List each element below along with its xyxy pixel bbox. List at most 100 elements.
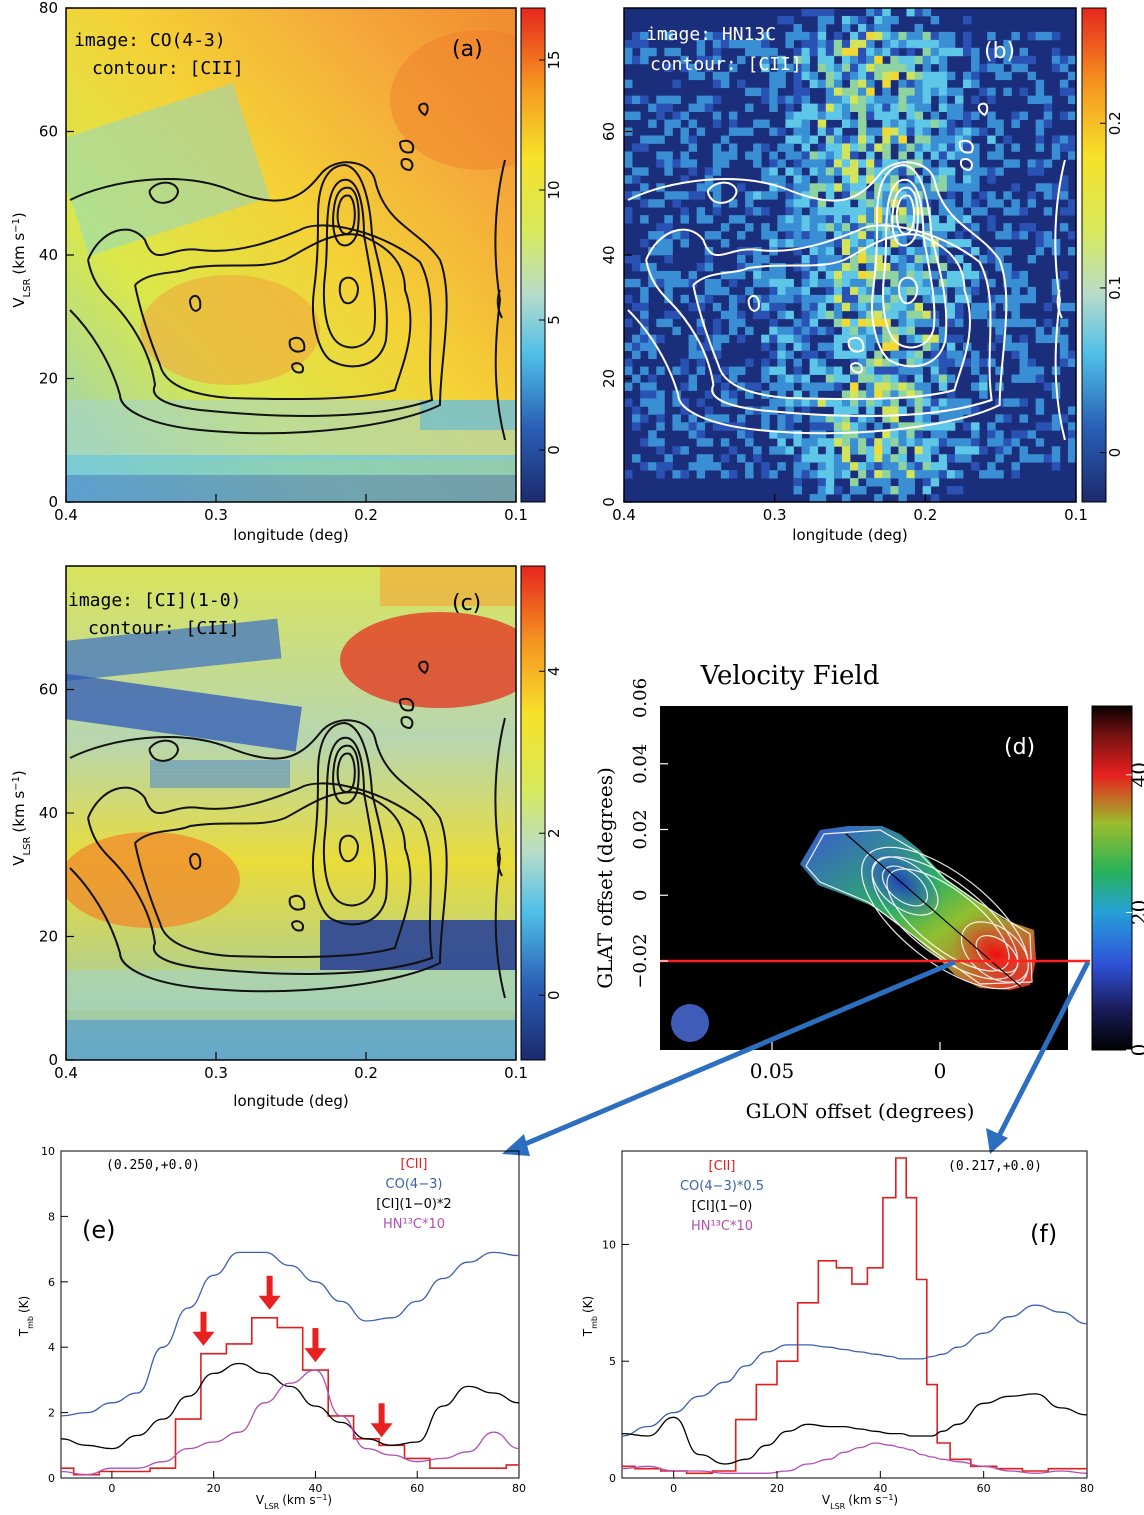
heatmap-pixel	[704, 255, 714, 264]
heatmap-pixel	[874, 8, 883, 17]
xtick-label: 0.2	[913, 506, 937, 524]
heatmap-pixel	[672, 231, 681, 240]
heatmap-pixel	[809, 223, 819, 232]
heatmap-pixel	[833, 71, 843, 81]
heatmap-pixel	[850, 87, 859, 97]
heatmap-pixel	[1035, 231, 1045, 240]
legend-entry: [CI](1−0)	[692, 1199, 753, 1214]
heatmap-pixel	[696, 366, 706, 375]
heatmap-pixel	[809, 47, 819, 57]
heatmap-pixel	[874, 454, 883, 463]
heatmap-pixel	[1003, 47, 1012, 57]
xtick-label: 0.4	[54, 1064, 78, 1082]
heatmap-pixel	[866, 207, 875, 216]
heatmap-pixel	[922, 135, 932, 144]
heatmap-pixel	[728, 127, 738, 136]
heatmap-pixel	[817, 255, 827, 264]
heatmap-pixel	[720, 239, 730, 248]
heatmap-pixel	[1035, 247, 1045, 256]
ytick-label: 60	[39, 681, 58, 699]
heatmap-pixel	[696, 462, 706, 471]
heatmap-pixel	[866, 71, 875, 81]
heatmap-pixel	[930, 470, 940, 479]
heatmap-pixel	[890, 454, 899, 463]
heatmap-pixel	[963, 422, 972, 431]
heatmap-pixel	[850, 342, 859, 352]
ytick-label: 40	[39, 246, 58, 264]
heatmap-pixel	[898, 39, 907, 49]
heatmap-pixel	[1019, 294, 1028, 304]
heatmap-pixel	[696, 215, 706, 224]
heatmap-pixel	[890, 342, 899, 352]
heatmap-pixel	[963, 127, 972, 136]
heatmap-pixel	[632, 342, 641, 352]
heatmap-pixel	[777, 159, 786, 168]
panel-b-legend-line2: contour: [CII]	[650, 54, 802, 75]
series-line	[61, 1362, 519, 1450]
heatmap-pixel	[1027, 71, 1037, 81]
heatmap-pixel	[640, 143, 649, 152]
heatmap-pixel	[890, 191, 899, 200]
heatmap-pixel	[866, 39, 875, 49]
heatmap-pixel	[946, 302, 956, 312]
heatmap-pixel	[720, 470, 730, 479]
heatmap-pixel	[922, 398, 932, 407]
heatmap-pixel	[680, 358, 689, 367]
heatmap-pixel	[906, 358, 915, 367]
heatmap-pixel	[930, 350, 940, 359]
heatmap-pixel	[761, 310, 770, 320]
heatmap-pixel	[850, 135, 859, 144]
heatmap-pixel	[737, 454, 746, 463]
heatmap-pixel	[753, 191, 762, 200]
heatmap-pixel	[1067, 111, 1076, 120]
heatmap-pixel	[1003, 191, 1012, 200]
heatmap-pixel	[1051, 31, 1061, 41]
heatmap-pixel	[632, 334, 641, 344]
heatmap-pixel	[874, 167, 883, 176]
heatmap-pixel	[1011, 143, 1020, 152]
heatmap-pixel	[833, 382, 843, 391]
heatmap-pixel	[890, 374, 899, 383]
heatmap-pixel	[914, 334, 924, 344]
ytick-label: 10	[602, 1238, 616, 1251]
heatmap-pixel	[1043, 231, 1053, 240]
heatmap-pixel	[971, 79, 980, 89]
heatmap-pixel	[914, 23, 924, 33]
heatmap-pixel	[841, 422, 851, 431]
heatmap-pixel	[946, 31, 956, 41]
heatmap-pixel	[858, 119, 867, 128]
heatmap-pixel	[809, 167, 819, 176]
heatmap-pixel	[696, 398, 706, 407]
heatmap-pixel	[906, 302, 915, 312]
heatmap-pixel	[906, 191, 915, 200]
heatmap-pixel	[793, 470, 802, 479]
heatmap-pixel	[688, 71, 698, 81]
heatmap-pixel	[793, 71, 802, 81]
ytick-label: 5	[609, 1355, 616, 1368]
heatmap-pixel	[745, 207, 754, 216]
heatmap-pixel	[874, 374, 883, 383]
heatmap-pixel	[793, 55, 802, 65]
heatmap-pixel	[938, 39, 948, 49]
heatmap-pixel	[648, 278, 657, 288]
heatmap-pixel	[672, 422, 681, 431]
heatmap-pixel	[922, 382, 932, 391]
heatmap-pixel	[1011, 207, 1020, 216]
heatmap-pixel	[801, 342, 811, 352]
heatmap-pixel	[1059, 143, 1069, 152]
heatmap-pixel	[930, 342, 940, 352]
heatmap-pixel	[971, 350, 980, 359]
heatmap-pixel	[761, 63, 770, 73]
heatmap-pixel	[825, 366, 835, 375]
heatmap-pixel	[858, 231, 867, 240]
heatmap-pixel	[987, 167, 996, 176]
heatmap-pixel	[696, 470, 706, 479]
heatmap-pixel	[995, 366, 1004, 375]
heatmap-pixel	[866, 478, 875, 487]
xtick-label: 0.3	[763, 506, 787, 524]
heatmap-pixel	[801, 135, 811, 144]
heatmap-pixel	[850, 278, 859, 288]
heatmap-pixel	[656, 470, 665, 479]
heatmap-pixel	[640, 199, 649, 208]
heatmap-pixel	[656, 159, 665, 168]
